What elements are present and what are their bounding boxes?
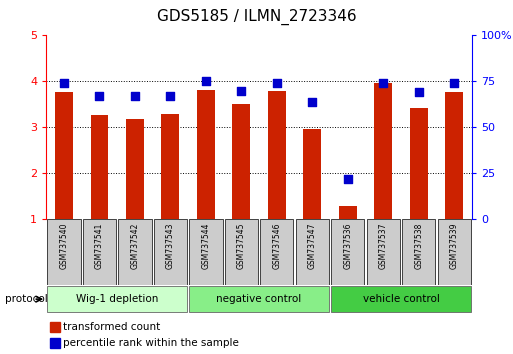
Bar — [154, 219, 187, 285]
Bar — [410, 108, 428, 219]
Bar — [197, 90, 215, 219]
Text: GSM737537: GSM737537 — [379, 223, 388, 269]
Bar — [90, 115, 108, 219]
Bar — [268, 91, 286, 219]
Point — [450, 80, 458, 86]
Bar — [83, 219, 116, 285]
Bar — [331, 219, 364, 285]
Point — [131, 93, 139, 99]
Bar — [118, 219, 151, 285]
Text: GSM737538: GSM737538 — [414, 223, 423, 269]
Text: GSM737545: GSM737545 — [237, 223, 246, 269]
Bar — [189, 286, 329, 312]
Text: GSM737544: GSM737544 — [201, 223, 210, 269]
Bar — [126, 119, 144, 219]
Text: GSM737542: GSM737542 — [130, 223, 140, 269]
Bar — [367, 219, 400, 285]
Text: GSM737540: GSM737540 — [60, 223, 68, 269]
Bar — [295, 219, 329, 285]
Point — [344, 176, 352, 182]
Point — [308, 99, 317, 104]
Bar — [445, 92, 463, 219]
Text: GDS5185 / ILMN_2723346: GDS5185 / ILMN_2723346 — [156, 9, 357, 25]
Bar — [162, 114, 179, 219]
Bar — [339, 206, 357, 219]
Bar — [50, 322, 60, 332]
Point — [60, 80, 68, 86]
Bar — [47, 219, 81, 285]
Bar — [189, 219, 223, 285]
Text: percentile rank within the sample: percentile rank within the sample — [63, 338, 239, 348]
Text: GSM737543: GSM737543 — [166, 223, 175, 269]
Bar — [303, 129, 321, 219]
Text: negative control: negative control — [216, 294, 302, 304]
Text: GSM737547: GSM737547 — [308, 223, 317, 269]
Bar — [438, 219, 471, 285]
Point — [95, 93, 104, 99]
Text: vehicle control: vehicle control — [363, 294, 440, 304]
Bar — [374, 83, 392, 219]
Text: GSM737536: GSM737536 — [343, 223, 352, 269]
Bar — [47, 286, 187, 312]
Point — [166, 93, 174, 99]
Text: transformed count: transformed count — [63, 322, 161, 332]
Text: GSM737539: GSM737539 — [450, 223, 459, 269]
Bar — [50, 338, 60, 348]
Point — [237, 88, 245, 93]
Bar — [55, 92, 73, 219]
Bar — [232, 104, 250, 219]
Point — [273, 80, 281, 86]
Text: Wig-1 depletion: Wig-1 depletion — [76, 294, 159, 304]
Text: GSM737541: GSM737541 — [95, 223, 104, 269]
Bar — [331, 286, 471, 312]
Point — [415, 90, 423, 95]
Point — [379, 80, 387, 86]
Point — [202, 79, 210, 84]
Bar — [260, 219, 293, 285]
Bar — [225, 219, 258, 285]
Text: protocol: protocol — [5, 294, 48, 304]
Text: GSM737546: GSM737546 — [272, 223, 281, 269]
Bar — [402, 219, 436, 285]
